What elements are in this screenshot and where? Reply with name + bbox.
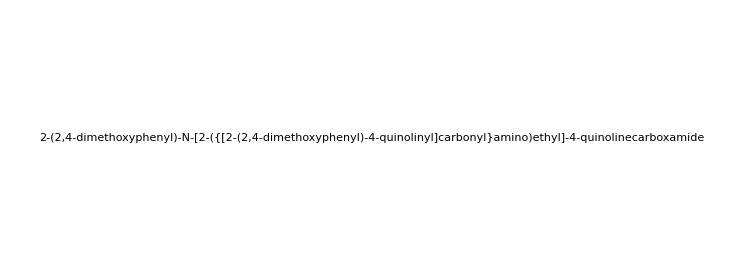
Text: 2-(2,4-dimethoxyphenyl)-N-[2-({[2-(2,4-dimethoxyphenyl)-4-quinolinyl]carbonyl}am: 2-(2,4-dimethoxyphenyl)-N-[2-({[2-(2,4-d… — [39, 133, 705, 143]
